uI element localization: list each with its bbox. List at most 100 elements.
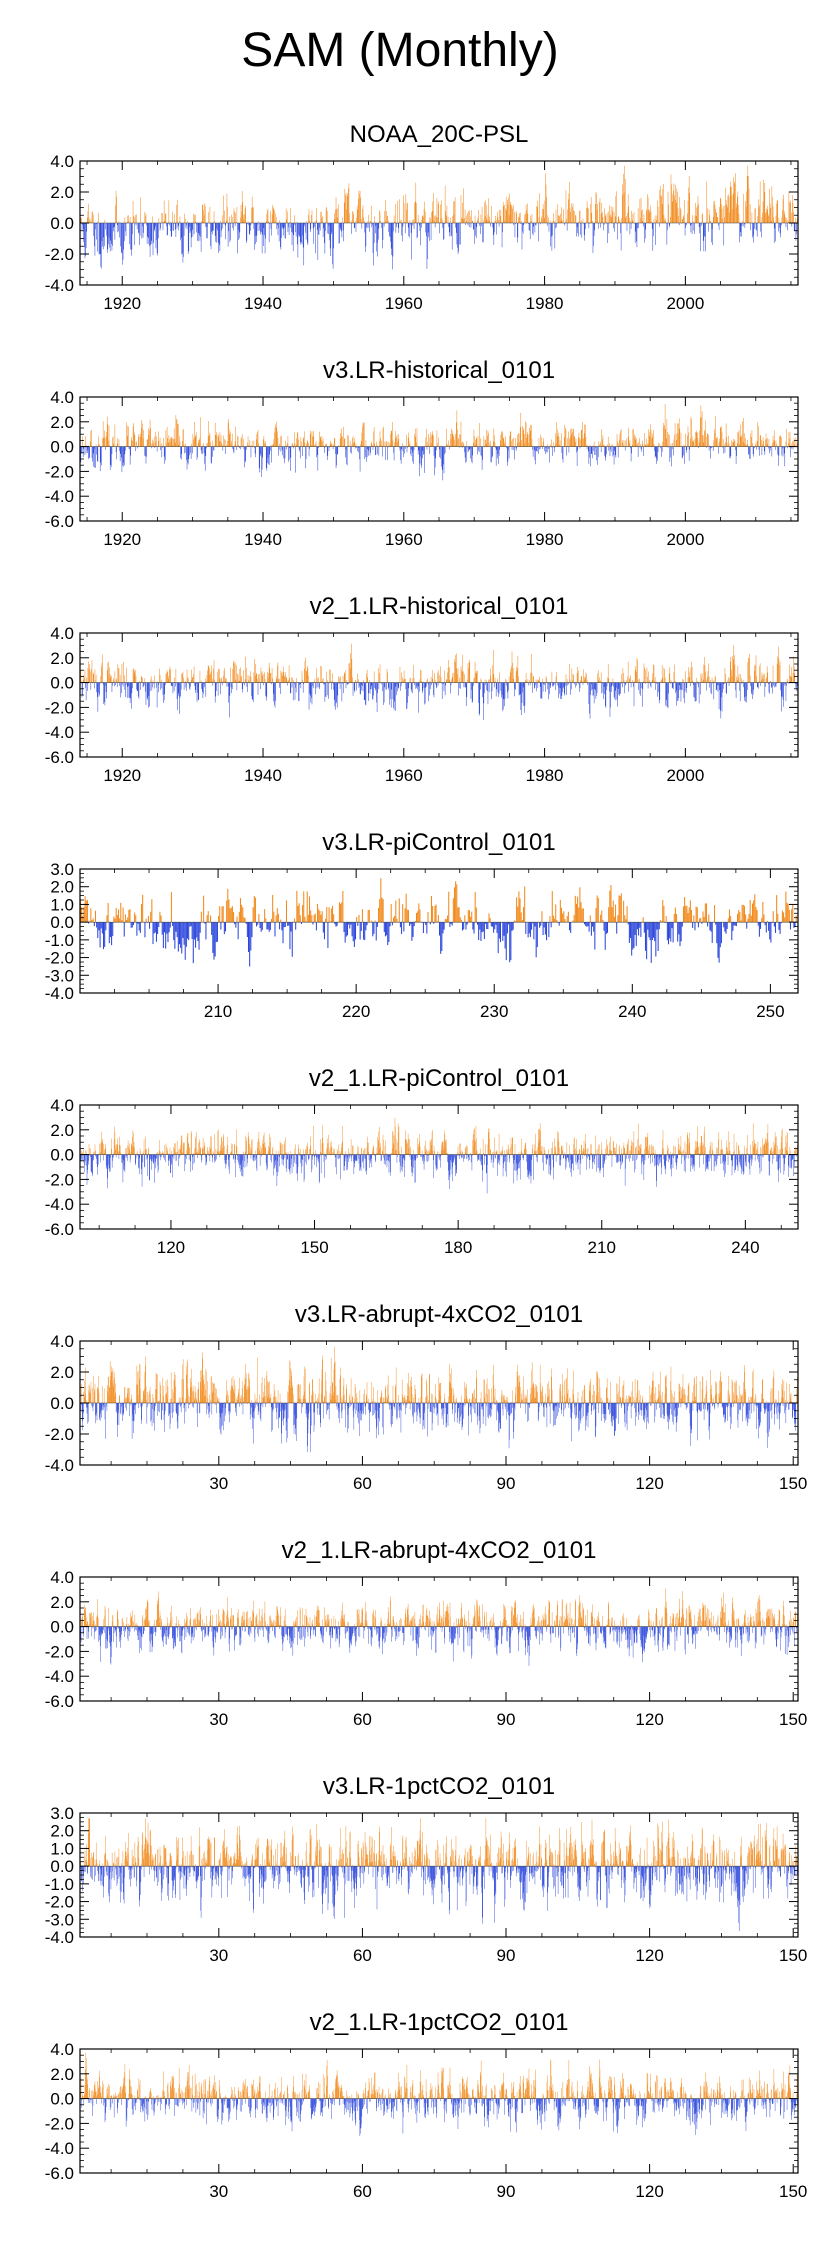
- negative-bar: [514, 447, 515, 460]
- positive-bar: [642, 441, 643, 447]
- positive-bar: [695, 439, 696, 447]
- positive-bar: [226, 679, 227, 683]
- positive-bar: [607, 213, 608, 223]
- negative-bar: [166, 223, 167, 226]
- negative-bar: [759, 447, 760, 450]
- negative-bar: [211, 223, 212, 232]
- positive-bar: [240, 669, 241, 683]
- positive-bar: [733, 439, 734, 447]
- positive-bar: [763, 437, 764, 447]
- positive-bar: [630, 440, 631, 447]
- positive-bar: [407, 203, 408, 223]
- negative-bar: [434, 447, 435, 456]
- negative-bar: [404, 447, 405, 454]
- negative-bar: [499, 447, 500, 450]
- negative-bar: [149, 223, 150, 244]
- bar-series: [80, 166, 798, 270]
- positive-bar: [388, 220, 389, 223]
- positive-bar: [586, 437, 587, 447]
- positive-bar: [356, 444, 357, 447]
- positive-bar: [560, 440, 561, 446]
- negative-bar: [100, 223, 101, 254]
- positive-bar: [545, 173, 546, 223]
- positive-bar: [280, 436, 281, 446]
- positive-bar: [373, 431, 374, 446]
- positive-bar: [556, 210, 557, 223]
- positive-bar: [203, 210, 204, 223]
- negative-bar: [92, 447, 93, 459]
- negative-bar: [137, 223, 138, 229]
- negative-bar: [593, 223, 594, 253]
- negative-bar: [325, 223, 326, 231]
- positive-bar: [570, 212, 571, 223]
- positive-bar: [250, 440, 251, 446]
- positive-bar: [532, 439, 533, 447]
- negative-bar: [291, 223, 292, 232]
- negative-bar: [313, 683, 314, 688]
- negative-bar: [101, 223, 102, 267]
- positive-bar: [276, 428, 277, 447]
- positive-bar: [773, 217, 774, 223]
- negative-bar: [311, 223, 312, 229]
- positive-bar: [461, 422, 462, 447]
- negative-bar: [97, 447, 98, 461]
- positive-bar: [416, 442, 417, 446]
- positive-bar: [398, 439, 399, 447]
- negative-bar: [318, 223, 319, 260]
- negative-bar: [540, 447, 541, 449]
- negative-bar: [266, 447, 267, 468]
- positive-bar: [257, 432, 258, 447]
- positive-bar: [501, 432, 502, 447]
- positive-bar: [166, 673, 167, 683]
- negative-bar: [111, 447, 112, 467]
- positive-bar: [514, 438, 515, 447]
- negative-bar: [705, 223, 706, 237]
- negative-bar: [536, 447, 537, 452]
- negative-bar: [178, 683, 179, 694]
- positive-bar: [241, 211, 242, 223]
- positive-bar: [678, 216, 679, 223]
- negative-bar: [82, 447, 83, 454]
- positive-bar: [477, 220, 478, 223]
- negative-bar: [657, 447, 658, 461]
- positive-bar: [286, 209, 287, 224]
- positive-bar: [786, 218, 787, 223]
- positive-bar: [281, 436, 282, 447]
- positive-bar: [708, 435, 709, 446]
- negative-bar: [252, 683, 253, 700]
- positive-bar: [91, 430, 92, 447]
- positive-bar: [330, 444, 331, 447]
- positive-bar: [620, 431, 621, 447]
- negative-bar: [708, 223, 709, 232]
- positive-bar: [543, 438, 544, 446]
- positive-bar: [735, 441, 736, 447]
- positive-bar: [152, 440, 153, 447]
- negative-bar: [213, 223, 214, 231]
- negative-bar: [245, 447, 246, 462]
- negative-bar: [772, 447, 773, 457]
- positive-bar: [192, 677, 193, 682]
- positive-bar: [543, 442, 544, 447]
- positive-bar: [573, 429, 574, 447]
- negative-bar: [180, 683, 181, 697]
- positive-bar: [546, 185, 547, 223]
- positive-bar: [558, 216, 559, 223]
- positive-bar: [156, 436, 157, 446]
- negative-bar: [777, 447, 778, 455]
- positive-bar: [451, 439, 452, 447]
- negative-bar: [236, 447, 237, 450]
- negative-bar: [686, 223, 687, 225]
- x-tick-label: 2000: [666, 530, 704, 549]
- positive-bar: [149, 430, 150, 447]
- positive-bar: [170, 438, 171, 447]
- positive-bar: [342, 437, 343, 447]
- positive-bar: [493, 441, 494, 446]
- positive-bar: [603, 217, 604, 223]
- positive-bar: [789, 192, 790, 223]
- y-tick-label: 0.0: [50, 438, 74, 457]
- positive-bar: [485, 201, 486, 224]
- positive-bar: [707, 433, 708, 446]
- negative-bar: [197, 447, 198, 458]
- positive-bar: [512, 207, 513, 223]
- positive-bar: [463, 442, 464, 446]
